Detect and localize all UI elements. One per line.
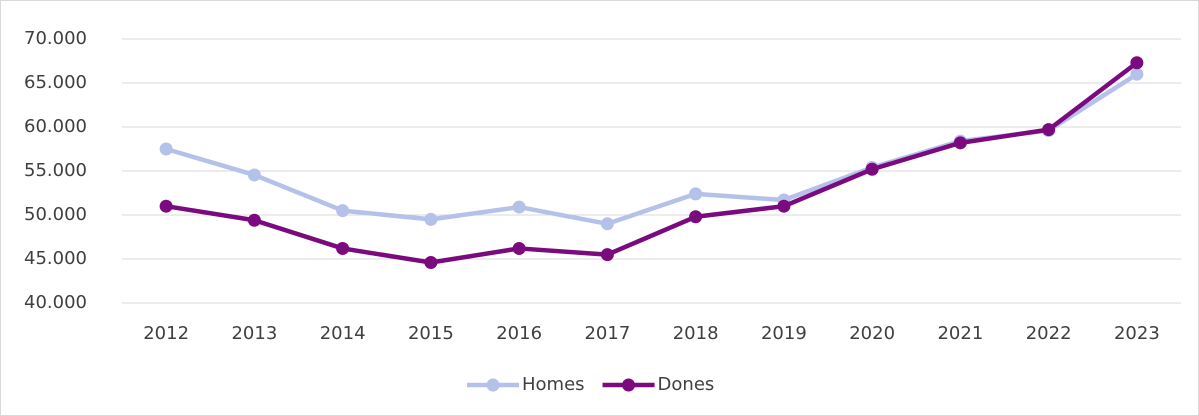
point xyxy=(512,241,526,255)
point xyxy=(865,162,879,176)
point xyxy=(336,204,350,218)
point xyxy=(336,241,350,255)
point xyxy=(600,248,614,262)
x-tick-label: 2021 xyxy=(937,323,983,344)
point xyxy=(159,199,173,213)
y-tick-label: 70.000 xyxy=(24,28,87,49)
legend-marker xyxy=(486,378,500,392)
x-tick-label: 2013 xyxy=(231,323,277,344)
point xyxy=(247,213,261,227)
point xyxy=(689,210,703,224)
point xyxy=(689,187,703,201)
legend-marker xyxy=(622,378,636,392)
x-tick-label: 2020 xyxy=(849,323,895,344)
point xyxy=(424,256,438,270)
x-tick-label: 2019 xyxy=(761,323,807,344)
legend-label: Dones xyxy=(658,374,715,395)
x-tick-label: 2017 xyxy=(584,323,630,344)
point xyxy=(600,217,614,231)
x-tick-label: 2012 xyxy=(143,323,189,344)
x-tick-label: 2015 xyxy=(408,323,454,344)
point xyxy=(1130,67,1144,81)
point xyxy=(953,136,967,150)
y-tick-label: 55.000 xyxy=(24,160,87,181)
point xyxy=(247,168,261,182)
point xyxy=(1130,56,1144,70)
point xyxy=(512,200,526,214)
x-tick-label: 2014 xyxy=(320,323,366,344)
point xyxy=(1042,123,1056,137)
legend-label: Homes xyxy=(522,374,585,395)
x-tick-label: 2023 xyxy=(1114,323,1160,344)
point xyxy=(777,199,791,213)
y-tick-label: 40.000 xyxy=(24,292,87,313)
x-tick-label: 2018 xyxy=(673,323,719,344)
x-tick-label: 2016 xyxy=(496,323,542,344)
y-tick-label: 65.000 xyxy=(24,72,87,93)
series-line xyxy=(163,60,1140,265)
y-tick-label: 45.000 xyxy=(24,248,87,269)
point xyxy=(159,142,173,156)
y-tick-label: 50.000 xyxy=(24,204,87,225)
y-tick-label: 60.000 xyxy=(24,116,87,137)
x-tick-label: 2022 xyxy=(1026,323,1072,344)
point xyxy=(424,212,438,226)
